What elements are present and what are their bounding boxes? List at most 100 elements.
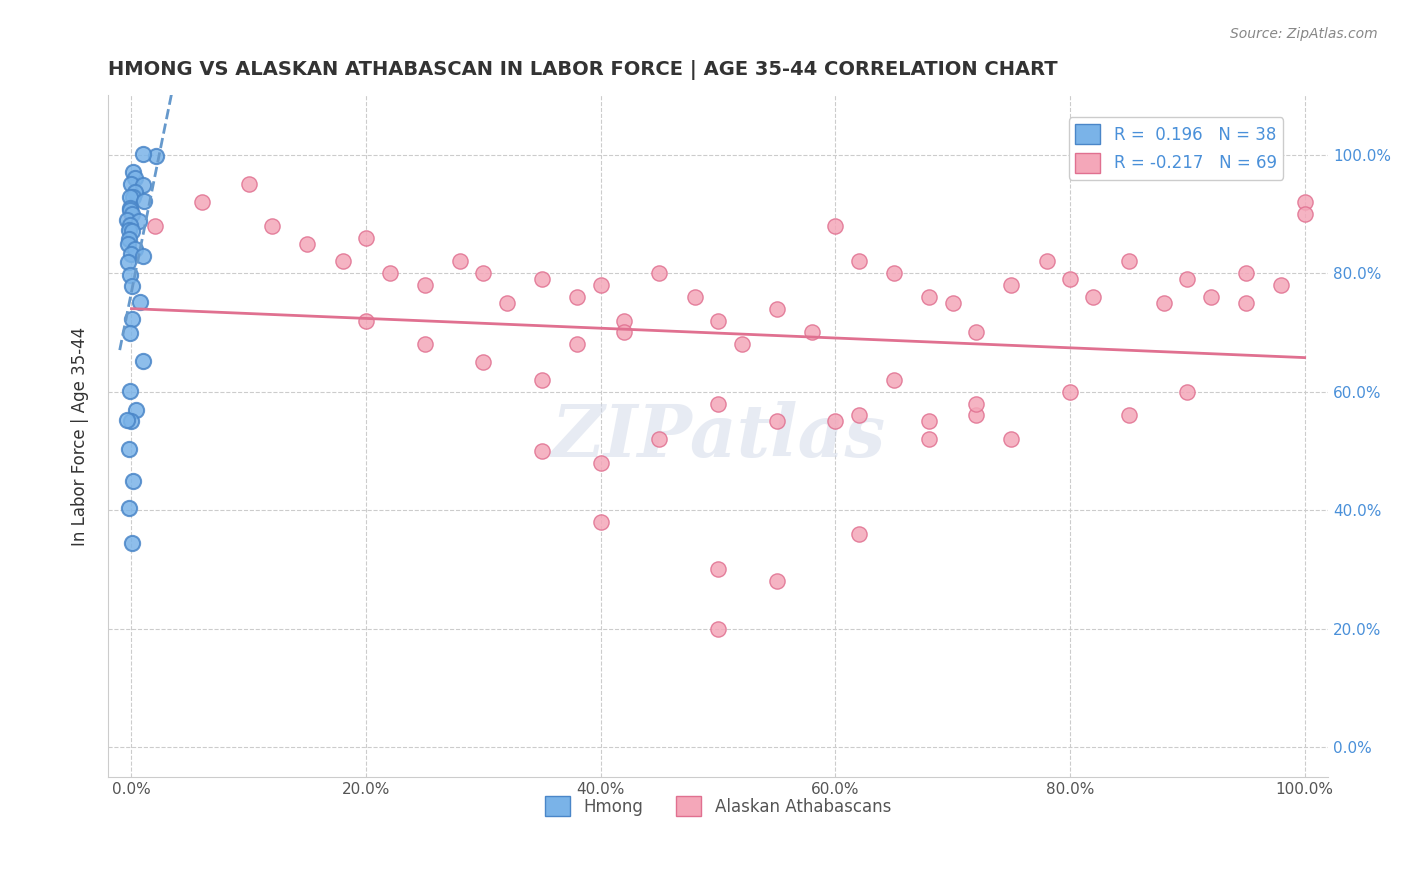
Alaskan Athabascans [918,290,941,304]
Alaskan Athabascans [1199,290,1222,304]
Alaskan Athabascans [567,337,589,351]
Hmong [117,254,139,268]
Hmong [120,268,142,282]
Alaskan Athabascans [567,290,589,304]
Hmong [120,414,142,428]
Hmong [131,354,153,368]
Hmong [120,190,142,204]
Alaskan Athabascans [1118,409,1140,423]
Alaskan Athabascans [413,278,436,293]
Alaskan Athabascans [648,266,671,280]
Alaskan Athabascans [883,373,905,387]
Alaskan Athabascans [707,562,730,576]
Alaskan Athabascans [765,574,787,589]
Alaskan Athabascans [765,414,787,428]
Alaskan Athabascans [800,326,823,340]
Alaskan Athabascans [648,432,671,446]
Alaskan Athabascans [120,207,142,221]
Alaskan Athabascans [589,278,612,293]
Alaskan Athabascans [262,219,284,233]
Alaskan Athabascans [848,254,870,268]
Alaskan Athabascans [589,515,612,529]
Alaskan Athabascans [707,622,730,636]
Alaskan Athabascans [730,337,752,351]
Hmong [120,218,142,232]
Alaskan Athabascans [918,432,941,446]
Hmong [115,213,138,227]
Alaskan Athabascans [1000,432,1022,446]
Text: Source: ZipAtlas.com: Source: ZipAtlas.com [1230,27,1378,41]
Alaskan Athabascans [1153,295,1175,310]
Hmong [120,203,142,218]
Alaskan Athabascans [965,396,987,410]
Alaskan Athabascans [238,178,260,192]
Hmong [129,294,152,309]
Alaskan Athabascans [765,301,787,316]
Hmong [122,190,145,204]
Hmong [117,236,139,251]
Hmong [121,536,143,550]
Alaskan Athabascans [1059,272,1081,286]
Alaskan Athabascans [707,313,730,327]
Hmong [115,413,138,427]
Alaskan Athabascans [1294,195,1316,210]
Alaskan Athabascans [965,409,987,423]
Alaskan Athabascans [589,456,612,470]
Alaskan Athabascans [1035,254,1057,268]
Alaskan Athabascans [378,266,401,280]
Hmong [120,201,142,215]
Alaskan Athabascans [1234,295,1257,310]
Y-axis label: In Labor Force | Age 35-44: In Labor Force | Age 35-44 [72,326,89,546]
Legend: Hmong, Alaskan Athabascans: Hmong, Alaskan Athabascans [538,789,898,823]
Alaskan Athabascans [1175,272,1198,286]
Alaskan Athabascans [531,272,554,286]
Alaskan Athabascans [413,337,436,351]
Hmong [124,171,146,186]
Alaskan Athabascans [1118,254,1140,268]
Alaskan Athabascans [1059,384,1081,399]
Alaskan Athabascans [824,219,846,233]
Alaskan Athabascans [449,254,471,268]
Hmong [121,279,143,293]
Hmong [120,178,142,192]
Alaskan Athabascans [472,355,495,369]
Hmong [134,194,156,208]
Alaskan Athabascans [143,219,166,233]
Hmong [124,242,146,256]
Alaskan Athabascans [918,414,941,428]
Alaskan Athabascans [683,290,706,304]
Hmong [118,442,141,457]
Alaskan Athabascans [848,409,870,423]
Alaskan Athabascans [613,313,636,327]
Alaskan Athabascans [1234,266,1257,280]
Alaskan Athabascans [1175,384,1198,399]
Hmong [122,164,145,178]
Text: HMONG VS ALASKAN ATHABASCAN IN LABOR FORCE | AGE 35-44 CORRELATION CHART: HMONG VS ALASKAN ATHABASCAN IN LABOR FOR… [108,60,1057,79]
Alaskan Athabascans [354,230,377,244]
Hmong [125,403,148,417]
Hmong [118,223,141,237]
Alaskan Athabascans [332,254,354,268]
Hmong [121,312,143,326]
Alaskan Athabascans [1294,207,1316,221]
Hmong [128,213,150,227]
Hmong [124,185,146,199]
Hmong [121,224,143,238]
Alaskan Athabascans [191,195,214,210]
Alaskan Athabascans [472,266,495,280]
Hmong [132,249,155,263]
Hmong [121,206,143,220]
Hmong [118,326,141,340]
Alaskan Athabascans [531,444,554,458]
Hmong [131,178,153,192]
Alaskan Athabascans [613,326,636,340]
Text: ZIPatlas: ZIPatlas [551,401,886,472]
Alaskan Athabascans [848,527,870,541]
Alaskan Athabascans [531,373,554,387]
Hmong [122,474,145,488]
Hmong [117,501,139,516]
Alaskan Athabascans [1000,278,1022,293]
Alaskan Athabascans [1083,290,1105,304]
Alaskan Athabascans [883,266,905,280]
Hmong [118,232,141,246]
